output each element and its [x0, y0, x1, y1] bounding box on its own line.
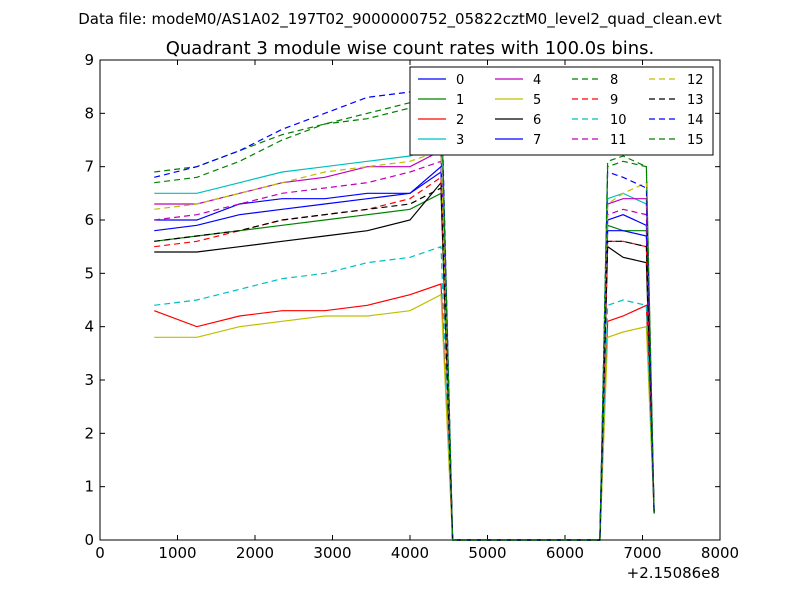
legend-label-7: 7	[533, 133, 541, 148]
legend-label-13: 13	[687, 93, 704, 108]
legend-label-0: 0	[456, 73, 464, 88]
legend-label-4: 4	[533, 73, 541, 88]
legend-label-9: 9	[610, 93, 618, 108]
x-tick-label: 7000	[623, 544, 661, 562]
y-tick-label: 6	[84, 211, 94, 229]
x-tick-label: 5000	[468, 544, 506, 562]
x-tick-label: 1000	[158, 544, 196, 562]
legend-label-3: 3	[456, 133, 464, 148]
chart-title: Quadrant 3 module wise count rates with …	[166, 38, 655, 59]
y-tick-label: 2	[84, 424, 94, 442]
y-tick-label: 7	[84, 158, 94, 176]
legend-label-6: 6	[533, 113, 541, 128]
y-tick-label: 3	[84, 371, 94, 389]
legend-label-12: 12	[687, 73, 704, 88]
x-tick-label: 3000	[313, 544, 351, 562]
y-tick-label: 1	[84, 478, 94, 496]
legend-label-5: 5	[533, 93, 541, 108]
y-tick-label: 0	[84, 531, 94, 549]
legend-label-15: 15	[687, 133, 704, 148]
x-tick-label: 2000	[236, 544, 274, 562]
legend-label-10: 10	[610, 113, 627, 128]
legend-label-1: 1	[456, 93, 464, 108]
legend-label-11: 11	[610, 133, 627, 148]
x-tick-label: 0	[95, 544, 105, 562]
legend-label-14: 14	[687, 113, 704, 128]
y-tick-label: 5	[84, 264, 94, 282]
suptitle: Data file: modeM0/AS1A02_197T02_90000007…	[78, 10, 722, 29]
legend-label-8: 8	[610, 73, 618, 88]
y-tick-label: 9	[84, 51, 94, 69]
legend-label-2: 2	[456, 113, 464, 128]
x-tick-label: 6000	[546, 544, 584, 562]
y-tick-label: 8	[84, 104, 94, 122]
x-tick-label: 4000	[391, 544, 429, 562]
chart: Data file: modeM0/AS1A02_197T02_90000007…	[0, 0, 800, 600]
x-offset-label: +2.15086e8	[627, 564, 720, 582]
x-tick-label: 8000	[701, 544, 739, 562]
y-tick-label: 4	[84, 318, 94, 336]
